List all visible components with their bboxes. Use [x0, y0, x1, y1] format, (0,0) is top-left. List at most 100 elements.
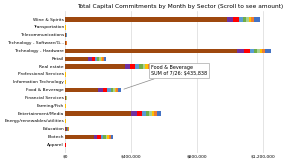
Bar	[65, 57, 101, 61]
Bar	[65, 57, 99, 61]
Bar	[65, 49, 260, 53]
Bar	[65, 135, 107, 139]
Bar	[65, 64, 143, 69]
Bar	[65, 25, 66, 30]
Bar	[65, 72, 66, 76]
Bar	[65, 64, 135, 69]
Bar	[65, 96, 67, 100]
Bar	[65, 119, 66, 124]
Bar	[65, 64, 130, 69]
Bar	[65, 104, 66, 108]
Bar	[65, 64, 145, 69]
Title: Total Capital Commitments by Month by Sector (Scroll to see amount): Total Capital Commitments by Month by Se…	[77, 4, 284, 9]
Bar	[65, 143, 66, 147]
Bar	[65, 17, 251, 22]
Bar	[65, 33, 67, 37]
Bar	[65, 80, 66, 84]
Bar	[65, 88, 116, 92]
Bar	[65, 135, 111, 139]
Bar	[65, 57, 88, 61]
Bar	[65, 127, 69, 131]
Bar	[65, 64, 124, 69]
Bar	[65, 41, 67, 45]
Bar	[65, 88, 113, 92]
Bar	[65, 33, 66, 37]
Bar	[65, 41, 66, 45]
Bar	[65, 96, 66, 100]
Bar	[65, 96, 67, 100]
Bar	[65, 96, 67, 100]
Bar	[65, 127, 67, 131]
Bar	[65, 88, 103, 92]
Bar	[65, 64, 140, 69]
Bar	[65, 119, 66, 124]
Bar	[65, 17, 249, 22]
Bar	[65, 104, 66, 108]
Bar	[65, 17, 254, 22]
Bar	[65, 111, 142, 116]
Bar	[65, 111, 137, 116]
Bar	[65, 111, 154, 116]
Bar	[65, 57, 98, 61]
Bar	[65, 96, 66, 100]
Bar	[65, 96, 67, 100]
Bar	[65, 33, 67, 37]
Bar	[65, 88, 121, 92]
Bar	[65, 49, 244, 53]
Bar	[65, 49, 257, 53]
Bar	[65, 88, 118, 92]
Bar	[65, 96, 66, 100]
Bar	[65, 49, 237, 53]
Bar	[65, 88, 107, 92]
Bar	[65, 135, 106, 139]
Bar	[65, 49, 250, 53]
Bar	[65, 49, 254, 53]
Bar	[65, 57, 92, 61]
Bar	[65, 127, 68, 131]
Bar	[65, 33, 67, 37]
Bar	[65, 111, 152, 116]
Bar	[65, 111, 157, 116]
Bar	[65, 135, 98, 139]
Bar	[65, 57, 106, 61]
Bar	[65, 41, 66, 45]
Bar	[65, 49, 262, 53]
Bar	[65, 88, 111, 92]
Bar	[65, 41, 67, 45]
Bar	[65, 64, 148, 69]
Bar	[65, 111, 161, 116]
Bar	[65, 57, 95, 61]
Bar	[65, 25, 66, 30]
Bar	[65, 17, 227, 22]
Bar	[65, 111, 149, 116]
Bar	[65, 111, 146, 116]
Bar	[65, 17, 246, 22]
Bar	[65, 49, 265, 53]
Bar	[65, 127, 68, 131]
Text: Food & Beverage
SUM of 7/26: $435,838: Food & Beverage SUM of 7/26: $435,838	[124, 65, 207, 89]
Bar	[65, 41, 66, 45]
Bar	[65, 127, 67, 131]
Bar	[65, 17, 243, 22]
Bar	[65, 17, 233, 22]
Bar	[65, 17, 260, 22]
Bar	[65, 72, 66, 76]
Bar	[65, 64, 150, 69]
Bar	[65, 33, 67, 37]
Bar	[65, 64, 154, 69]
Bar	[65, 127, 69, 131]
Bar	[65, 135, 101, 139]
Bar	[65, 41, 66, 45]
Bar	[65, 41, 66, 45]
Bar	[65, 96, 67, 100]
Bar	[65, 127, 68, 131]
Bar	[65, 135, 113, 139]
Bar	[65, 33, 67, 37]
Bar	[65, 57, 104, 61]
Bar	[65, 135, 109, 139]
Bar	[65, 127, 67, 131]
Bar	[65, 33, 67, 37]
Bar	[65, 33, 67, 37]
Bar	[65, 135, 94, 139]
Bar	[65, 41, 67, 45]
